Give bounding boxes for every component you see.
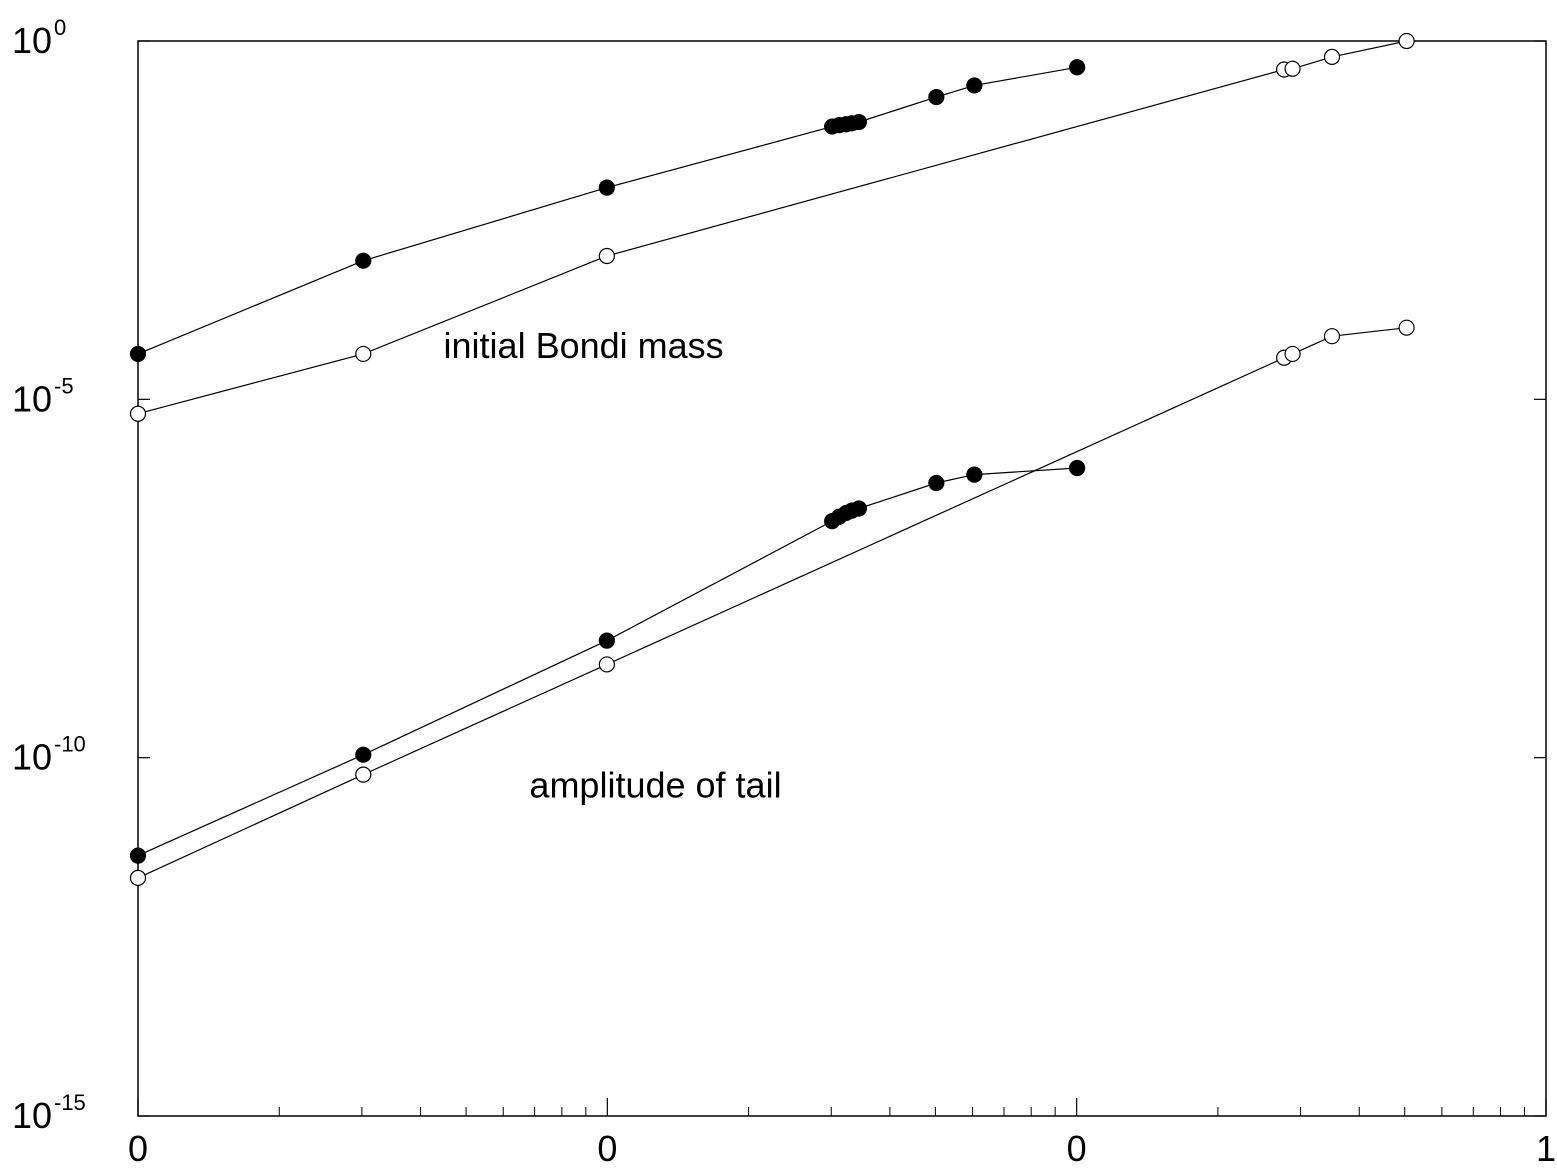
series-1-point (1284, 60, 1301, 77)
series-1-point (355, 345, 372, 363)
series-2-point (598, 632, 615, 649)
series-3-point (129, 869, 147, 887)
x-axis-ticks: 0 0 0 1 (128, 1098, 1556, 1169)
x-tick-label: 0 (128, 1128, 148, 1169)
series-1-point (1398, 32, 1415, 50)
series-1-point (129, 405, 147, 422)
y-tick-label-exponent: -15 (54, 1090, 86, 1115)
plot-frame (137, 40, 1547, 1117)
series-3-point (598, 656, 615, 673)
series-0-point (928, 88, 945, 106)
series-1-point (1323, 48, 1341, 65)
x-tick-label: 0 (597, 1128, 617, 1169)
series-2-point (1069, 459, 1086, 477)
y-tick-label-exponent: -5 (54, 373, 74, 398)
series-group (137, 40, 1407, 879)
annotations: initial Bondi mass amplitude of tail (444, 325, 782, 806)
series-0-point (966, 77, 983, 94)
x-tick-label: 1 (1536, 1128, 1556, 1169)
series-0-line (137, 66, 1078, 355)
x-minor-ticks (278, 1107, 1526, 1116)
marker-group (129, 32, 1415, 887)
series-0-point (850, 113, 867, 131)
series-3-point (1398, 319, 1415, 336)
series-0-point (355, 252, 372, 269)
y-tick-label-exponent: -10 (54, 732, 86, 757)
annotation-label: amplitude of tail (529, 764, 781, 805)
series-0-point (129, 345, 147, 363)
y-tick-label-base: 10 (12, 737, 52, 778)
series-3-point (1284, 345, 1301, 363)
series-2-point (129, 847, 147, 864)
series-3-point (355, 766, 372, 783)
series-1-point (598, 247, 615, 265)
series-0-point (1069, 59, 1086, 76)
y-tick-label-base: 10 (12, 20, 52, 61)
series-2-point (355, 746, 372, 763)
y-tick-label-base: 10 (12, 378, 52, 419)
series-0-point (598, 179, 615, 196)
series-1-line (137, 40, 1407, 415)
series-2-point (966, 466, 983, 483)
series-3-point (1323, 328, 1341, 345)
annotation-label: initial Bondi mass (444, 325, 724, 366)
x-tick-label: 0 (1067, 1128, 1087, 1169)
y-tick-label-exponent: 0 (54, 15, 66, 40)
series-2-point (928, 474, 945, 492)
y-tick-label-base: 10 (12, 1095, 52, 1136)
series-2-point (850, 500, 867, 517)
